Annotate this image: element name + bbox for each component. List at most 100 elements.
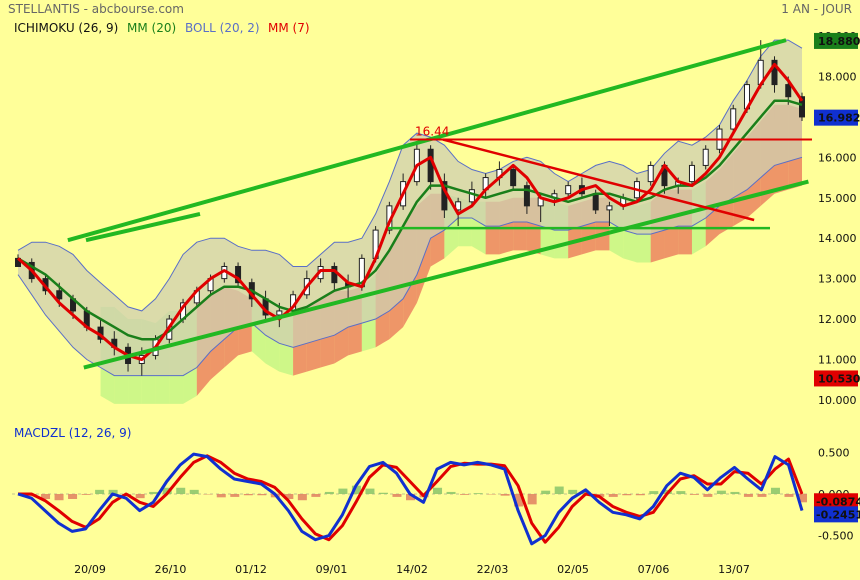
macd-y-tick-label: -0.500 — [818, 530, 853, 543]
candle-body — [510, 168, 517, 187]
macd-histogram-bar — [784, 494, 794, 497]
candle-body — [276, 310, 283, 316]
macd-histogram-bar — [54, 494, 64, 501]
macd-value-label: -0.2451 — [816, 508, 860, 521]
candle-body — [56, 290, 63, 300]
x-tick-label: 14/02 — [396, 563, 428, 576]
macd-histogram-bar — [406, 494, 415, 501]
legend-mm7: MM (7) — [268, 21, 310, 35]
macd-histogram-bar — [446, 491, 456, 494]
channel-upper-start — [85, 211, 201, 243]
candle-body — [468, 189, 475, 203]
macd-histogram-bar — [81, 494, 91, 495]
y-tick-label: 18.000 — [818, 71, 857, 84]
y-tick-label: 11.000 — [818, 353, 857, 366]
candle-body — [702, 148, 709, 166]
macd-histogram-bar — [500, 494, 510, 496]
macd-histogram-bar — [676, 491, 686, 494]
macd-histogram-bar — [95, 489, 105, 494]
legend-macd: MACDZL (12, 26, 9) — [14, 426, 132, 440]
y-tick-label: 12.000 — [818, 313, 857, 326]
price-last-label-bg — [814, 109, 858, 126]
macd-histogram-bar — [635, 494, 645, 496]
macd-histogram-bar — [568, 489, 578, 494]
macd-histogram-bar — [541, 490, 551, 494]
macd-histogram-bar — [189, 489, 199, 494]
descending-trendline — [442, 138, 755, 222]
macd-histogram-bar — [649, 491, 659, 494]
macd-histogram-bar — [770, 487, 780, 494]
macd-histogram-bar — [460, 494, 470, 495]
macd-histogram-bar — [257, 494, 267, 496]
macd-histogram-bar — [716, 490, 726, 494]
macd-signal-value-label-bg — [814, 493, 858, 510]
candle-body — [427, 148, 434, 183]
candle-body — [799, 96, 805, 118]
macd-histogram-bar — [149, 491, 159, 494]
macd-histogram-bar — [527, 494, 537, 505]
macd-histogram-bar — [230, 494, 240, 497]
x-tick-label: 02/05 — [557, 563, 589, 576]
macd-histogram-bar — [514, 494, 524, 507]
macd-histogram-bar — [622, 494, 632, 496]
price-high-label-bg — [814, 32, 858, 49]
candle-body — [606, 205, 613, 211]
bollinger-band-fill — [18, 40, 802, 376]
macd-line — [17, 452, 804, 546]
mm20-line — [17, 99, 803, 341]
channel-lower-line — [83, 179, 809, 370]
y-tick-label: 10.000 — [818, 394, 857, 407]
macd-histogram-bar — [703, 494, 713, 497]
candle-body — [455, 201, 462, 211]
x-tick-label: 09/01 — [316, 563, 348, 576]
macd-histogram-bar — [243, 494, 253, 496]
macd-histogram-bar — [311, 494, 321, 497]
macd-histogram-bar — [351, 485, 361, 494]
macd-histogram-bar — [297, 494, 307, 501]
x-tick-label: 01/12 — [235, 563, 267, 576]
y-tick-label: 14.000 — [818, 232, 857, 245]
x-tick-label: 07/06 — [638, 563, 670, 576]
macd-histogram-bar — [176, 487, 186, 494]
x-tick-label: 13/07 — [718, 563, 750, 576]
macd-histogram-bar — [41, 494, 51, 499]
macd-histogram-bar — [392, 494, 402, 497]
x-tick-label: 20/09 — [74, 563, 106, 576]
candle-body — [235, 265, 242, 284]
period-label: 1 AN - JOUR — [781, 2, 852, 16]
macd-value-label-bg — [814, 506, 858, 523]
price-low-label: 10.530 — [818, 372, 860, 385]
macd-histogram-bar — [284, 494, 294, 499]
legend-ichimoku: ICHIMOKU (26, 9) — [14, 21, 118, 35]
level-annotation: 16.44 — [415, 125, 449, 139]
macd-histogram-bar — [798, 494, 807, 503]
macd-histogram-bar — [162, 487, 172, 494]
legend-mm20: MM (20) — [127, 21, 176, 35]
price-low-label-bg — [814, 370, 858, 387]
x-tick-label: 22/03 — [477, 563, 509, 576]
macd-histogram-bar — [378, 492, 388, 494]
candle-body — [331, 265, 338, 284]
macd-histogram-bar — [743, 494, 753, 497]
macd-y-tick-label: 0.500 — [818, 446, 850, 459]
macd-histogram-bar — [757, 494, 767, 497]
price-last-label: 16.982 — [818, 112, 860, 125]
macd-histogram-bar — [324, 491, 334, 494]
macd-histogram-bar — [68, 494, 78, 499]
candle-body — [565, 185, 572, 195]
y-tick-label: 15.000 — [818, 192, 857, 205]
x-tick-label: 26/10 — [155, 563, 187, 576]
candle-body — [523, 185, 530, 207]
site-title: STELLANTIS - abcbourse.com — [8, 2, 184, 16]
macd-histogram-bar — [554, 486, 564, 494]
macd-signal-value-label: -0.0874 — [816, 495, 860, 508]
price-high-label: 18.880 — [818, 35, 860, 48]
candle-body — [688, 164, 695, 183]
macd-histogram-bar — [108, 489, 118, 494]
macd-histogram-bar — [338, 488, 348, 494]
y-tick-label: 13.000 — [818, 273, 857, 286]
candle-body — [730, 108, 737, 130]
macd-histogram-bar — [730, 491, 740, 494]
y-tick-label: 16.000 — [818, 151, 857, 164]
macd-histogram-bar — [473, 493, 483, 494]
